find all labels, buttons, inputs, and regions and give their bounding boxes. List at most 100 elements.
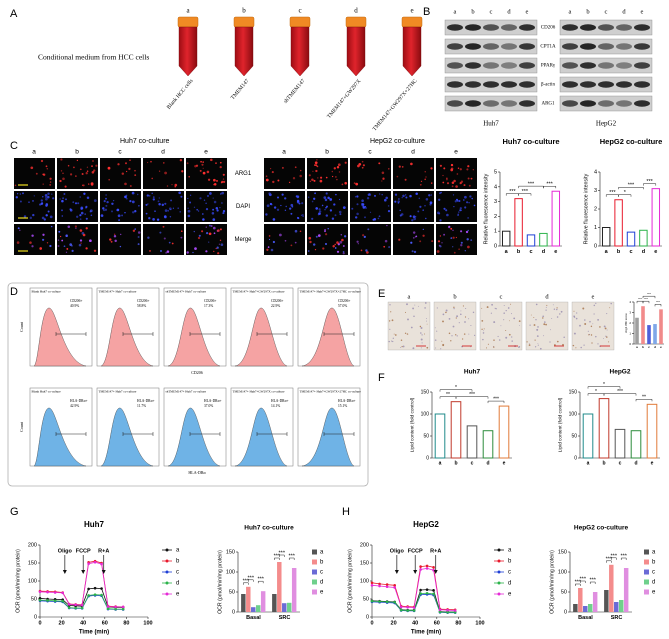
cell-dot: [441, 242, 443, 244]
ihc-dot: [460, 310, 462, 312]
x-tick-label: 80: [123, 620, 129, 626]
ihc-dot: [448, 318, 451, 320]
cell-dot: [67, 225, 71, 228]
cell-dot: [429, 201, 433, 205]
series-marker: [393, 600, 396, 604]
lane-letter: d: [622, 8, 626, 15]
y-tick-label: 0: [366, 614, 369, 620]
ihc-dot: [583, 344, 585, 346]
lane-letter: c: [368, 149, 372, 156]
cell-dot: [85, 172, 88, 175]
ihc-dot: [420, 338, 423, 341]
x-tick-label: e: [660, 345, 662, 349]
x-tick-label: b: [454, 460, 457, 466]
cell-dot: [73, 166, 75, 169]
ihc-dot: [421, 334, 423, 336]
significance-label: **: [642, 395, 646, 401]
ihc-dot: [575, 347, 577, 349]
blot-band: [616, 43, 632, 50]
flow-y-label: Count: [19, 421, 24, 432]
cell-dot: [203, 199, 206, 201]
cell-dot: [284, 197, 287, 200]
cell-dot: [110, 240, 113, 243]
x-tick-label: b: [642, 345, 644, 349]
ihc-dot: [511, 340, 513, 342]
cell-dot: [338, 210, 342, 214]
cell-dot: [294, 241, 297, 244]
ihc-dot: [482, 332, 485, 334]
cell-dot: [458, 248, 460, 250]
cell-dot: [296, 216, 299, 219]
cell-dot: [284, 239, 287, 242]
y-tick-label: 5: [494, 169, 497, 175]
cell-dot: [137, 231, 141, 234]
cell-dot: [60, 158, 63, 161]
cell-dot: [213, 178, 216, 182]
ihc-dot: [491, 303, 493, 306]
cell-dot: [450, 237, 453, 239]
cell-dot: [381, 171, 385, 175]
cell-dot: [442, 174, 444, 177]
cell-dot: [79, 239, 83, 242]
cell-dot: [353, 182, 356, 184]
cell-dot: [217, 252, 220, 255]
cell-dot: [132, 229, 136, 232]
cell-dot: [35, 172, 38, 175]
cell-dot: [336, 166, 340, 169]
ihc-dot: [550, 329, 551, 331]
cell-dot: [342, 252, 345, 255]
bar: [255, 605, 261, 612]
cell-dot: [95, 164, 98, 167]
bar: [260, 591, 266, 612]
series-marker: [432, 566, 435, 569]
cell-dot: [44, 194, 48, 197]
cell-dot: [39, 203, 42, 206]
cell-dot: [410, 162, 413, 166]
cell-dot: [43, 173, 46, 176]
cell-dot: [65, 251, 68, 253]
legend-label: e: [320, 590, 324, 596]
protein-label: PPARγ: [541, 64, 556, 69]
cell-dot: [296, 195, 300, 199]
injection-arrowhead: [433, 570, 438, 574]
cell-dot: [266, 248, 269, 251]
ihc-dot: [401, 346, 403, 348]
y-tick-label: 2: [494, 214, 497, 220]
cell-dot: [178, 191, 182, 195]
cell-dot: [398, 238, 401, 241]
blot-band: [634, 100, 650, 107]
flow-histogram: [301, 407, 355, 467]
ihc-dot: [460, 313, 462, 316]
cell-dot: [324, 209, 326, 211]
cell-dot: [324, 198, 328, 202]
cell-line-label: HepG2: [596, 120, 617, 128]
injection-label: Oligo: [58, 548, 73, 554]
cell-dot: [75, 175, 77, 177]
bar: [286, 602, 292, 612]
ihc-dot: [410, 326, 413, 329]
cell-dot: [32, 200, 34, 202]
cell-dot: [165, 252, 167, 254]
blot-band: [447, 62, 463, 69]
cell-dot: [128, 167, 131, 171]
x-tick-label: a: [636, 345, 638, 349]
flow-histogram: [234, 407, 288, 467]
gate-label: CD206+: [204, 299, 216, 303]
lane-letter: a: [454, 8, 457, 15]
y-tick-label: 0: [232, 609, 235, 615]
y-axis-label: OCR (pmol/min/mg protein): [347, 549, 353, 613]
cell-dot: [455, 236, 458, 239]
cell-dot: [382, 177, 385, 180]
y-tick-label: 50: [363, 596, 369, 602]
cell-dot: [210, 224, 213, 228]
significance-bracket: [606, 560, 612, 563]
bar: [639, 229, 648, 247]
bar: [587, 604, 593, 612]
x-tick-label: c: [529, 249, 532, 255]
ihc-dot: [575, 317, 578, 320]
cell-dot: [200, 160, 202, 163]
cell-dot: [269, 167, 272, 170]
significance-label: *: [624, 190, 627, 196]
ihc-dot: [436, 307, 438, 309]
cell-dot: [89, 239, 92, 243]
